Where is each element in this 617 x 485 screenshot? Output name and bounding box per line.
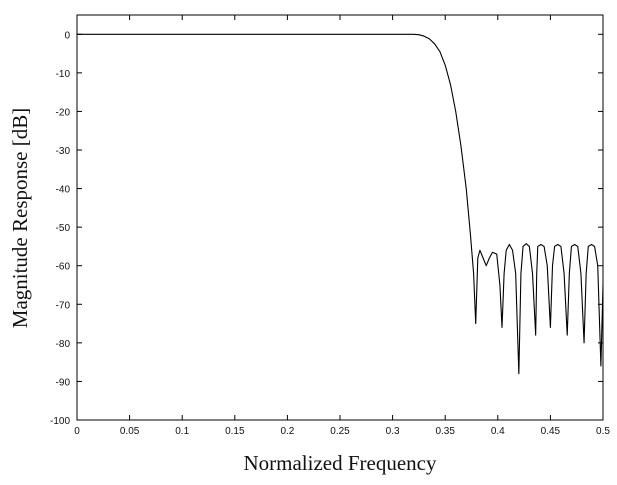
x-tick-label: 0.05 — [120, 426, 140, 437]
y-tick-label: -70 — [56, 300, 71, 311]
y-tick-label: -60 — [56, 262, 71, 273]
y-tick-label: -10 — [56, 69, 71, 80]
x-tick-label: 0.4 — [491, 426, 505, 437]
y-tick-label: -80 — [56, 339, 71, 350]
x-tick-label: 0.15 — [225, 426, 245, 437]
y-tick-label: -100 — [50, 416, 70, 427]
x-tick-label: 0.25 — [330, 426, 350, 437]
x-tick-label: 0.5 — [596, 426, 610, 437]
response-series-line — [77, 33, 604, 375]
y-tick-label: -50 — [56, 223, 71, 234]
x-tick-label: 0 — [74, 426, 80, 437]
x-tick-label: 0.35 — [435, 426, 455, 437]
x-tick-label: 0.3 — [386, 426, 400, 437]
y-tick-label: -20 — [56, 107, 71, 118]
y-tick-label: 0 — [64, 30, 70, 41]
axis-ticks: 0 0.05 0.1 0.15 0.2 0.25 0.3 0.35 0.4 0.45 0.5 0 -10… — [50, 15, 610, 437]
x-tick-label: 0.1 — [175, 426, 189, 437]
y-tick-label: -30 — [56, 146, 71, 157]
plot-frame — [76, 14, 604, 421]
x-tick-label: 0.45 — [541, 426, 561, 437]
y-tick-label: -90 — [56, 377, 71, 388]
x-tick-label: 0.2 — [280, 426, 294, 437]
y-axis-title: Magnitude Response [dB] — [8, 108, 32, 328]
y-tick-label: -40 — [56, 185, 71, 196]
x-axis-title: Normalized Frequency — [243, 451, 437, 475]
